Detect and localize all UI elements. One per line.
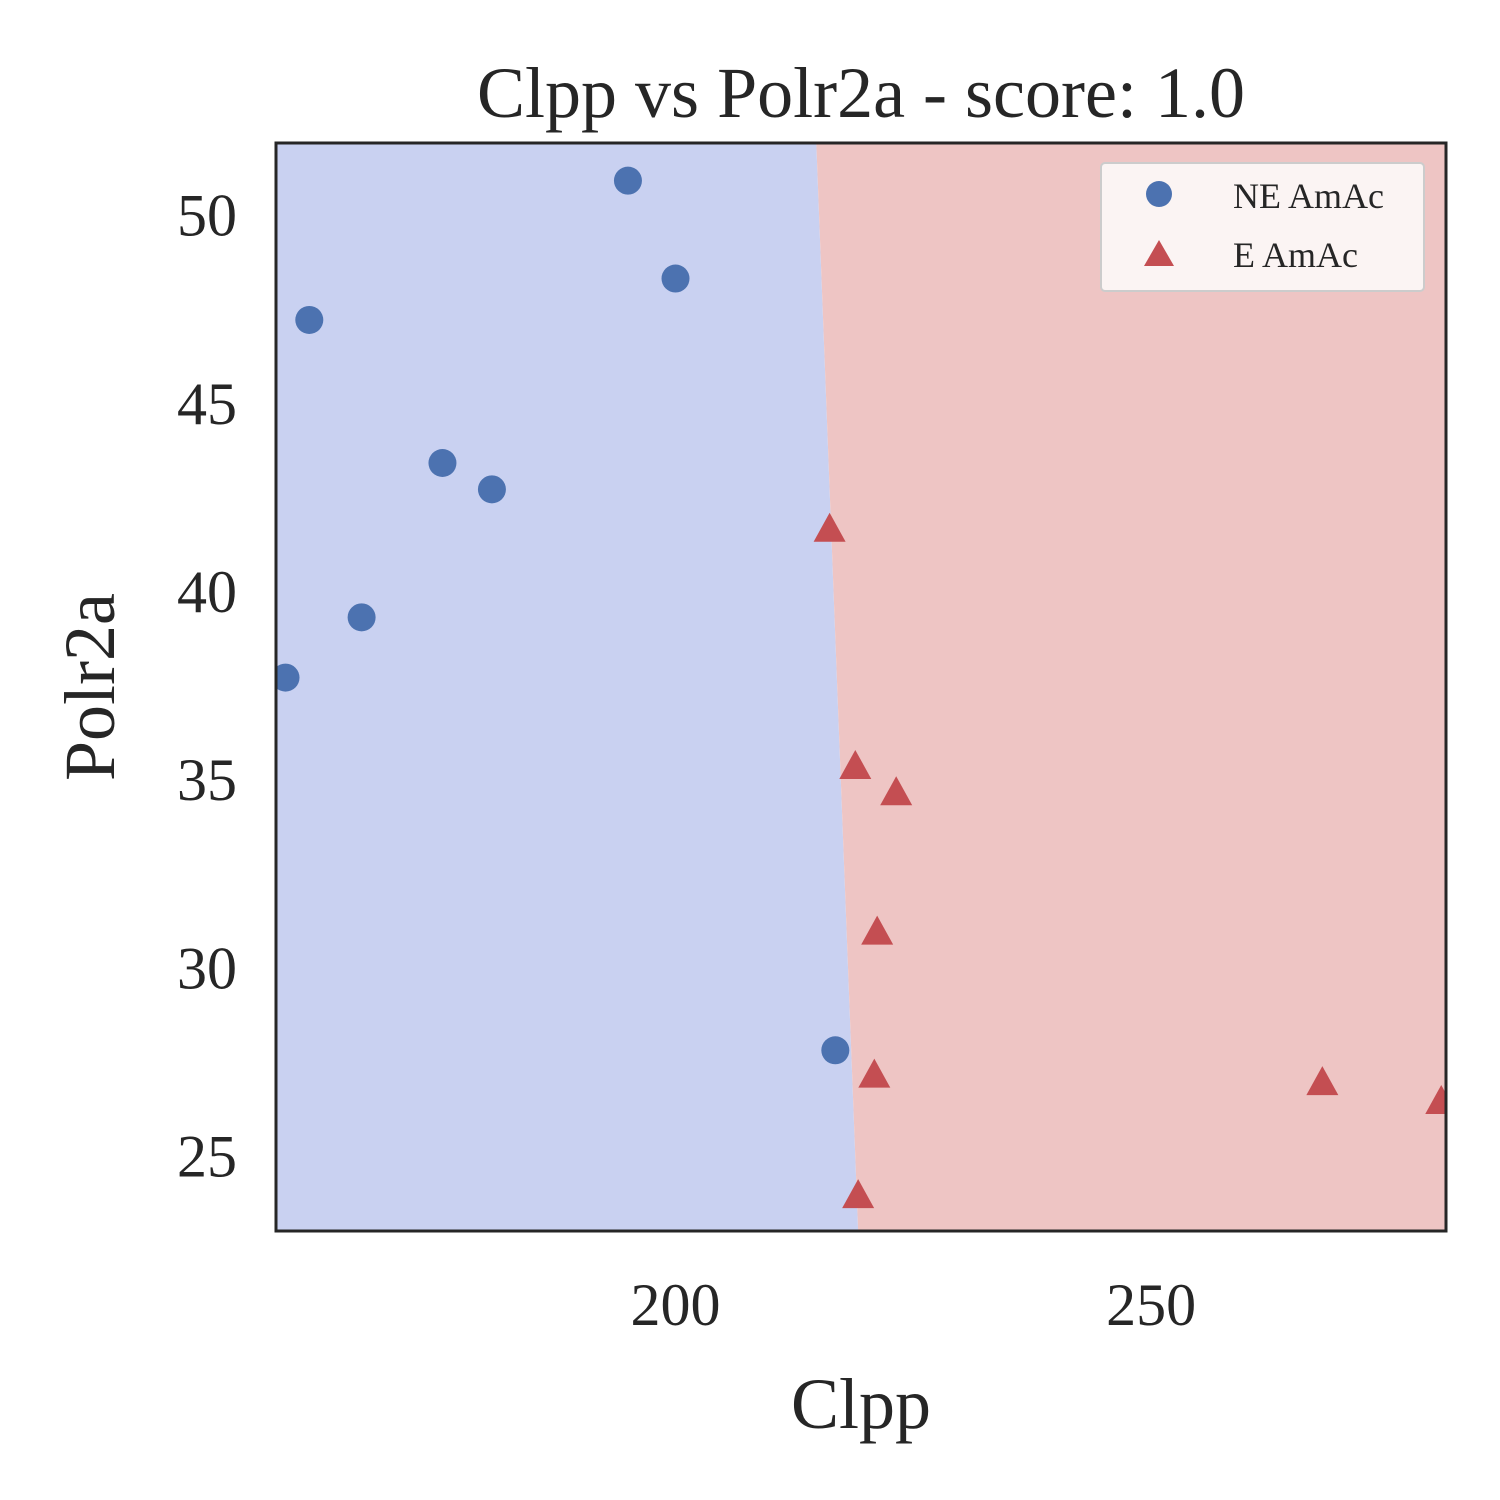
legend-label-e-amac: E AmAc <box>1233 235 1358 275</box>
point-e-amac-6 <box>1306 1066 1339 1096</box>
point-e-amac-3 <box>861 915 894 945</box>
legend-circle-icon <box>1146 181 1172 207</box>
point-ne-amac-2 <box>295 305 324 334</box>
y-tick-label: 45 <box>177 371 237 437</box>
plot-frame <box>274 141 1448 1233</box>
data-points <box>276 166 1446 1209</box>
point-e-amac-4 <box>858 1058 891 1088</box>
y-tick-label: 40 <box>177 559 237 625</box>
point-e-amac-1 <box>839 749 872 779</box>
point-ne-amac-1 <box>661 264 690 293</box>
y-tick-label: 35 <box>177 747 237 813</box>
legend-triangle-icon <box>1144 240 1174 266</box>
point-ne-amac-0 <box>613 166 642 195</box>
chart-title: Clpp vs Polr2a - score: 1.0 <box>477 53 1245 133</box>
point-ne-amac-7 <box>821 1036 850 1065</box>
y-tick-label: 25 <box>177 1124 237 1190</box>
region-e-amac <box>816 143 1446 1231</box>
x-tick-label: 200 <box>631 1272 721 1338</box>
region-ne-amac <box>276 143 859 1231</box>
y-axis-label: Polr2a <box>50 593 130 781</box>
y-tick-label: 50 <box>177 183 237 249</box>
legend: NE AmAc E AmAc <box>1100 162 1425 292</box>
point-ne-amac-3 <box>428 449 457 477</box>
plot-area <box>276 143 1446 1231</box>
y-tick-labels: 25 30 35 40 45 50 <box>177 183 237 1190</box>
point-ne-amac-6 <box>276 663 300 692</box>
x-axis-label: Clpp <box>791 1364 931 1444</box>
point-ne-amac-5 <box>347 603 376 632</box>
y-tick-label: 30 <box>177 935 237 1001</box>
legend-box <box>1100 162 1425 292</box>
point-e-amac-7 <box>1425 1085 1446 1114</box>
x-tick-labels: 200 250 <box>631 1272 1197 1338</box>
point-ne-amac-4 <box>477 475 506 504</box>
legend-label-ne-amac: NE AmAc <box>1233 176 1384 216</box>
point-e-amac-5 <box>842 1179 875 1209</box>
point-e-amac-0 <box>813 512 846 542</box>
x-tick-label: 250 <box>1106 1272 1196 1338</box>
point-e-amac-2 <box>880 776 913 806</box>
